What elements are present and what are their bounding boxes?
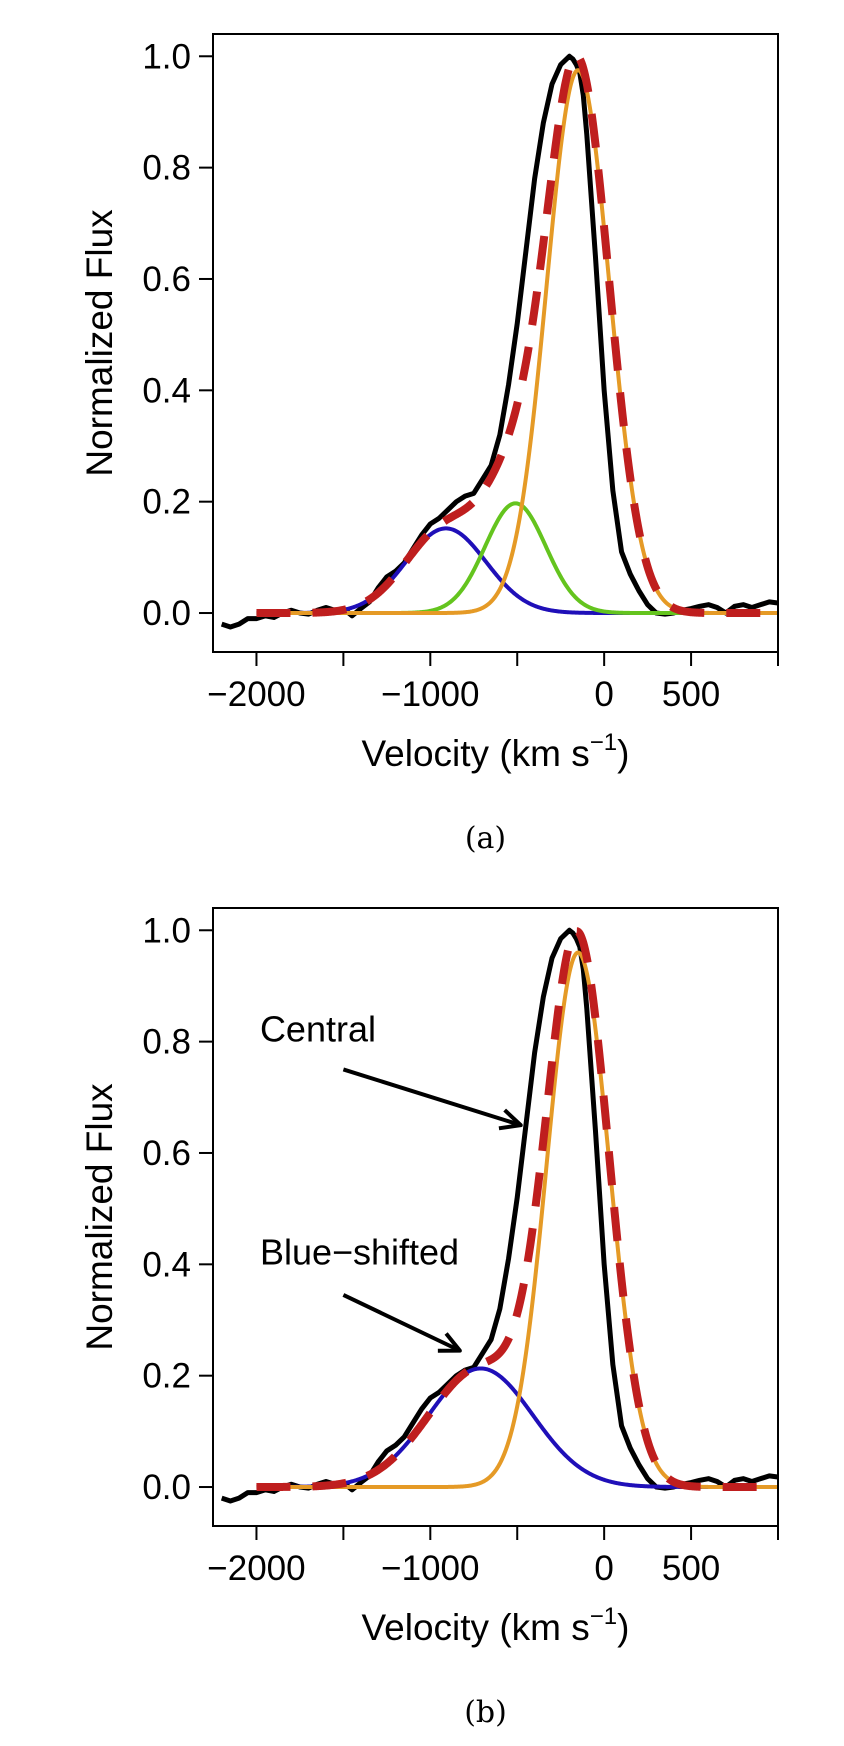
y-axis-label: Normalized Flux (79, 1083, 120, 1351)
y-tick-label: 0.0 (142, 594, 191, 633)
panel-b: −2000 −1000 0 500 0.0 0.2 0.4 0.6 0.8 1.0 Velocity… (79, 907, 779, 1730)
gaussian-component-3 (256, 68, 778, 616)
plot-area (220, 927, 778, 1504)
gaussian-component-1 (256, 1366, 778, 1490)
annotation-label: Blue−shifted (260, 1231, 459, 1272)
x-tick-label: −2000 (207, 1549, 305, 1588)
plot-area (220, 51, 778, 630)
composite-model-line (256, 927, 778, 1492)
observed-spectrum-line (220, 53, 778, 630)
x-tick-label: −1000 (381, 675, 479, 714)
annotation-label: Central (260, 1009, 376, 1050)
y-tick-label: 0.8 (142, 1023, 191, 1062)
y-tick-label: 0.2 (142, 483, 191, 522)
annotation-arrow-shaft (342, 1067, 522, 1128)
x-tick-label: 0 (594, 1549, 613, 1588)
x-tick-label: 500 (662, 1549, 720, 1588)
y-tick-label: 1.0 (142, 37, 191, 76)
x-tick-label: 0 (594, 675, 613, 714)
y-tick-label: 0.6 (142, 260, 191, 299)
x-axis-label-close: ) (617, 733, 629, 774)
y-tick-label: 0.4 (142, 1245, 191, 1284)
plot-frame (212, 33, 779, 653)
y-tick-label: 0.6 (142, 1134, 191, 1173)
x-tick-label: 500 (662, 675, 720, 714)
x-axis-label-superscript: −1 (590, 1603, 617, 1630)
panel-a: −2000 −1000 0 500 0.0 0.2 0.4 0.6 0.8 1.0 Velocity… (79, 33, 779, 856)
annotation-arrow-head (437, 1332, 462, 1353)
x-tick-label: −1000 (381, 1549, 479, 1588)
x-axis-label-superscript: −1 (590, 729, 617, 756)
gaussian-component-1 (256, 526, 778, 616)
panel-caption: (a) (465, 821, 506, 856)
y-tick-label: 0.8 (142, 149, 191, 188)
y-tick-label: 1.0 (142, 911, 191, 950)
plot-frame (212, 907, 779, 1527)
y-tick-label: 0.2 (142, 1357, 191, 1396)
y-tick-label: 0.0 (142, 1468, 191, 1507)
x-axis-label-text: Velocity (km s (362, 1607, 590, 1648)
x-axis-label-text: Velocity (km s (362, 733, 590, 774)
annotation-arrow-shaft (342, 1293, 461, 1353)
composite-model-line (256, 51, 778, 618)
x-axis-label-close: ) (617, 1607, 629, 1648)
y-axis-label: Normalized Flux (79, 209, 120, 477)
panel-caption: (b) (464, 1695, 507, 1730)
x-axis-label: Velocity (km s−1) (362, 729, 630, 774)
x-axis-label: Velocity (km s−1) (362, 1603, 630, 1648)
y-tick-label: 0.4 (142, 371, 191, 410)
annotation-arrow-head (498, 1108, 523, 1131)
x-tick-label: −2000 (207, 675, 305, 714)
